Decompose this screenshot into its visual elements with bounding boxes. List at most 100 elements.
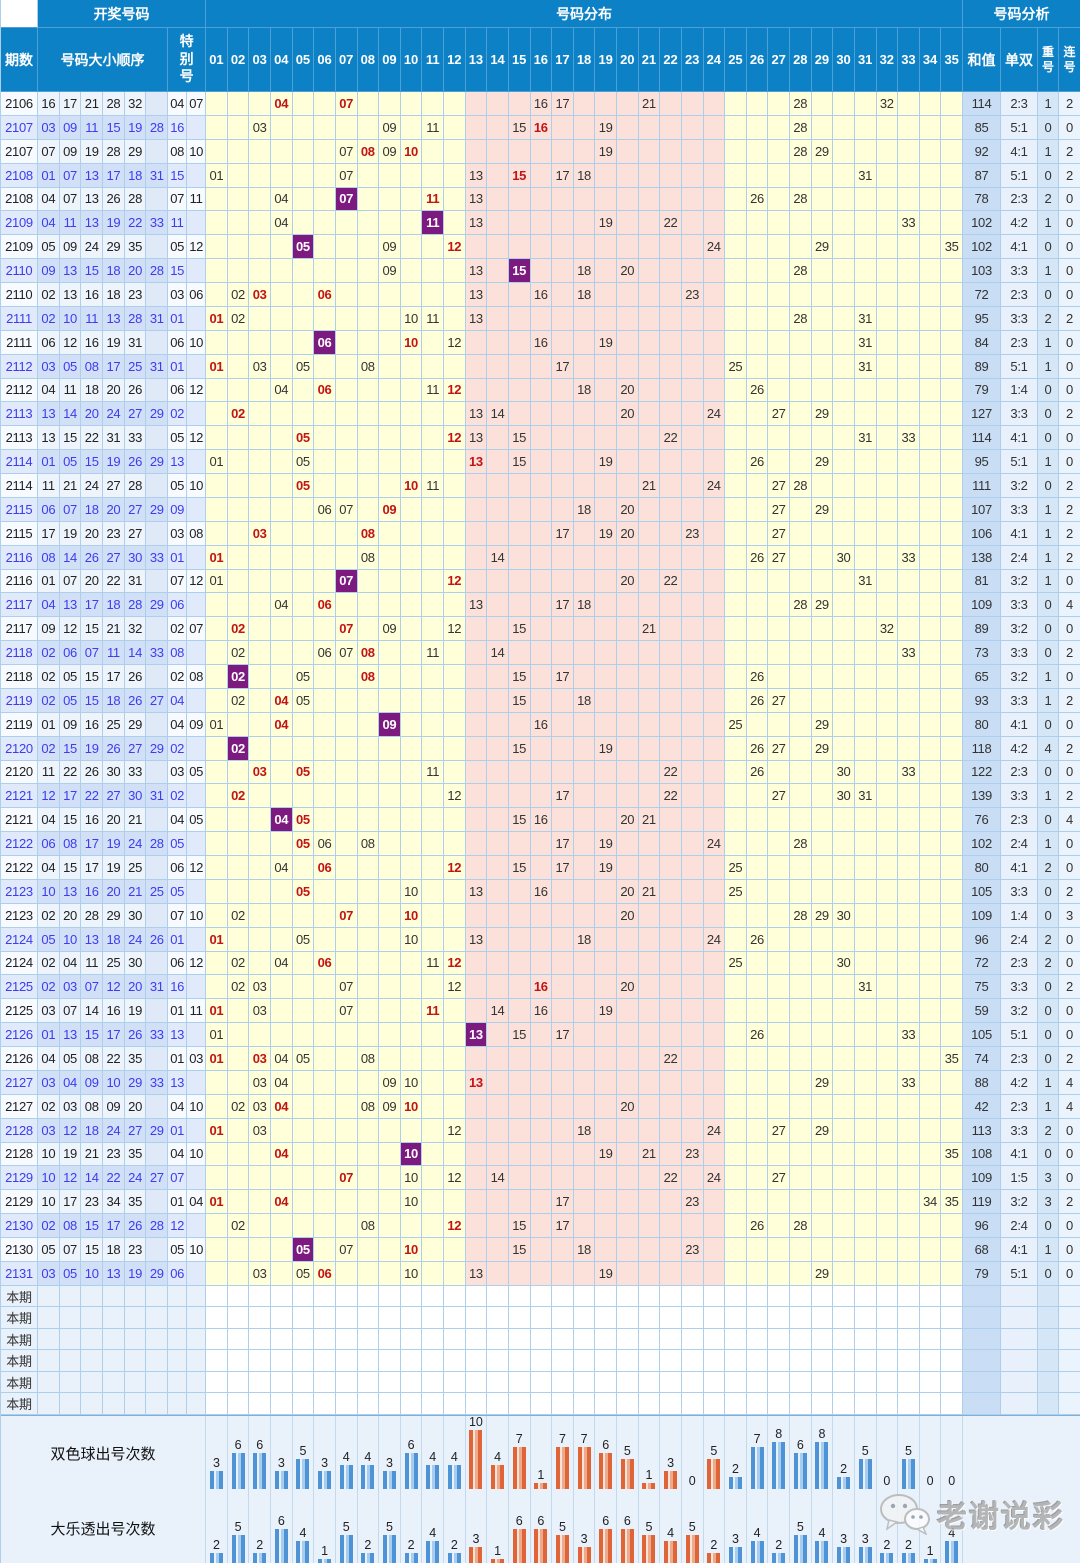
distribution-cell: 28 bbox=[790, 187, 812, 212]
table-row: 2122 04 15 17 19 25 06 12 04 06 12 15 17 19 25 80 4:1 2 0 bbox=[1, 856, 1080, 880]
distribution-cell bbox=[660, 688, 682, 713]
distribution-cell bbox=[271, 259, 293, 283]
distribution-column-header: 17 bbox=[552, 28, 574, 92]
distribution-cell: 24 bbox=[703, 474, 726, 498]
number-cell: 07 bbox=[59, 569, 82, 594]
distribution-cell bbox=[833, 450, 855, 474]
distribution-cell bbox=[335, 1023, 358, 1047]
distribution-cell bbox=[854, 1238, 877, 1262]
special-cell: 12 bbox=[187, 378, 207, 403]
distribution-cell bbox=[206, 856, 228, 880]
distribution-cell bbox=[768, 426, 790, 451]
bar-value: 3 bbox=[667, 1456, 675, 1471]
distribution-cell bbox=[465, 784, 488, 809]
distribution-cell bbox=[314, 1371, 336, 1394]
special-cell: 05 bbox=[187, 760, 207, 785]
bar bbox=[253, 1453, 267, 1489]
distribution-cell bbox=[206, 1307, 228, 1329]
distribution-cell: 06 bbox=[314, 593, 336, 618]
distribution-cell bbox=[530, 1070, 553, 1095]
repeat-cell bbox=[1038, 1328, 1059, 1351]
distribution-cell bbox=[271, 450, 293, 474]
repeat-cell: 1 bbox=[1038, 497, 1059, 522]
distribution-cell bbox=[227, 497, 250, 522]
period-cell: 2111 bbox=[1, 306, 38, 331]
special-cell: 03 bbox=[168, 521, 188, 546]
period-cell: 2111 bbox=[1, 330, 38, 355]
distribution-cell bbox=[595, 1094, 617, 1119]
distribution-cell bbox=[465, 1238, 488, 1262]
distribution-cell bbox=[292, 975, 315, 1000]
bar bbox=[469, 1429, 483, 1489]
distribution-cell bbox=[487, 330, 509, 355]
distribution-cell: 20 bbox=[617, 808, 639, 833]
distribution-cell bbox=[335, 1214, 358, 1238]
distribution-cell bbox=[573, 975, 596, 1000]
sum-cell: 96 bbox=[963, 927, 1001, 952]
bar bbox=[945, 1541, 959, 1563]
distribution-cell: 18 bbox=[573, 283, 596, 307]
bar-value: 5 bbox=[299, 1444, 307, 1459]
distribution-cell bbox=[790, 545, 812, 570]
distribution-cell bbox=[681, 1118, 704, 1143]
number-cell: 19 bbox=[103, 856, 125, 880]
distribution-cell bbox=[617, 1070, 639, 1095]
distribution-cell bbox=[487, 879, 509, 904]
repeat-cell: 1 bbox=[1038, 832, 1059, 856]
number-cell: 21 bbox=[59, 474, 82, 498]
distribution-cell bbox=[681, 115, 704, 140]
special-cell bbox=[187, 1328, 207, 1351]
distribution-cell bbox=[876, 474, 899, 498]
number-cell: 07 bbox=[59, 497, 82, 522]
distribution-cell bbox=[681, 903, 704, 928]
distribution-cell bbox=[552, 1118, 574, 1143]
bar-value: 0 bbox=[948, 1473, 956, 1488]
distribution-cell bbox=[573, 808, 596, 833]
distribution-cell: 10 bbox=[400, 1261, 423, 1286]
distribution-cell bbox=[876, 259, 899, 283]
odd-even-cell: 1:5 bbox=[1001, 1166, 1038, 1191]
distribution-cell: 30 bbox=[833, 760, 855, 785]
number-cell: 30 bbox=[124, 784, 147, 809]
distribution-cell bbox=[508, 330, 531, 355]
distribution-cell bbox=[876, 641, 899, 665]
distribution-cell: 03 bbox=[249, 354, 271, 379]
distribution-cell bbox=[854, 402, 877, 427]
distribution-cell: 27 bbox=[768, 474, 790, 498]
distribution-cell bbox=[898, 856, 920, 880]
number-cell: 07 bbox=[59, 163, 82, 188]
number-cell: 19 bbox=[81, 139, 104, 164]
distribution-cell bbox=[725, 927, 747, 952]
distribution-cell: 18 bbox=[573, 1118, 596, 1143]
distribution-cell bbox=[444, 665, 466, 689]
distribution-cell bbox=[768, 999, 790, 1024]
distribution-cell bbox=[465, 1190, 488, 1215]
distribution-cell bbox=[422, 736, 444, 761]
distribution-cell: 01 bbox=[206, 927, 228, 952]
distribution-cell bbox=[552, 1307, 574, 1329]
distribution-cell bbox=[790, 617, 812, 642]
distribution-cell bbox=[227, 1238, 250, 1262]
distribution-cell bbox=[854, 617, 877, 642]
distribution-cell bbox=[400, 593, 423, 618]
distribution-cell bbox=[573, 1190, 596, 1215]
distribution-cell bbox=[638, 1307, 661, 1329]
number-cell: 20 bbox=[59, 903, 82, 928]
bar bbox=[815, 1441, 829, 1489]
distribution-cell bbox=[465, 665, 488, 689]
distribution-cell bbox=[854, 474, 877, 498]
distribution-cell bbox=[379, 1328, 401, 1351]
bar-value: 3 bbox=[861, 1532, 869, 1547]
number-cell: 05 bbox=[59, 1047, 82, 1071]
distribution-cell bbox=[314, 545, 336, 570]
distribution-cell bbox=[833, 999, 855, 1024]
sum-cell: 102 bbox=[963, 235, 1001, 260]
number-cell: 06 bbox=[38, 832, 60, 856]
distribution-cell bbox=[206, 139, 228, 164]
bar bbox=[231, 1535, 245, 1563]
number-cell: 18 bbox=[103, 927, 125, 952]
distribution-cell bbox=[271, 306, 293, 331]
distribution-cell bbox=[422, 617, 444, 642]
bar-cell: 1 bbox=[314, 1489, 336, 1563]
distribution-cell bbox=[681, 641, 704, 665]
